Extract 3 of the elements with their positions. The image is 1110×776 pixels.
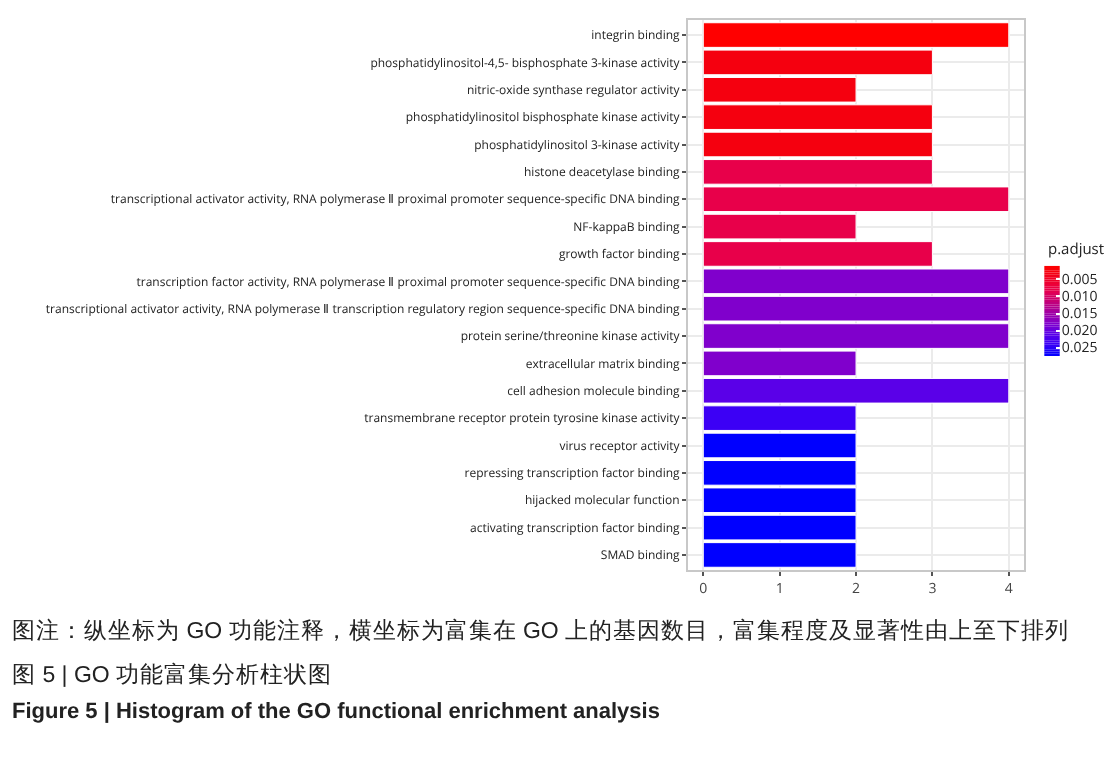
text: 图 5 | GO 功能富集分析柱状图 [12,660,335,690]
text: 图注：纵坐标为 GO 功能注释，横坐标为富集在 GO 上的基因数目，富集程度及显著性由上至下排列 [12,618,1072,648]
text: Figure 5 | Histogram of the GO functional enrichment analysis [12,700,662,724]
